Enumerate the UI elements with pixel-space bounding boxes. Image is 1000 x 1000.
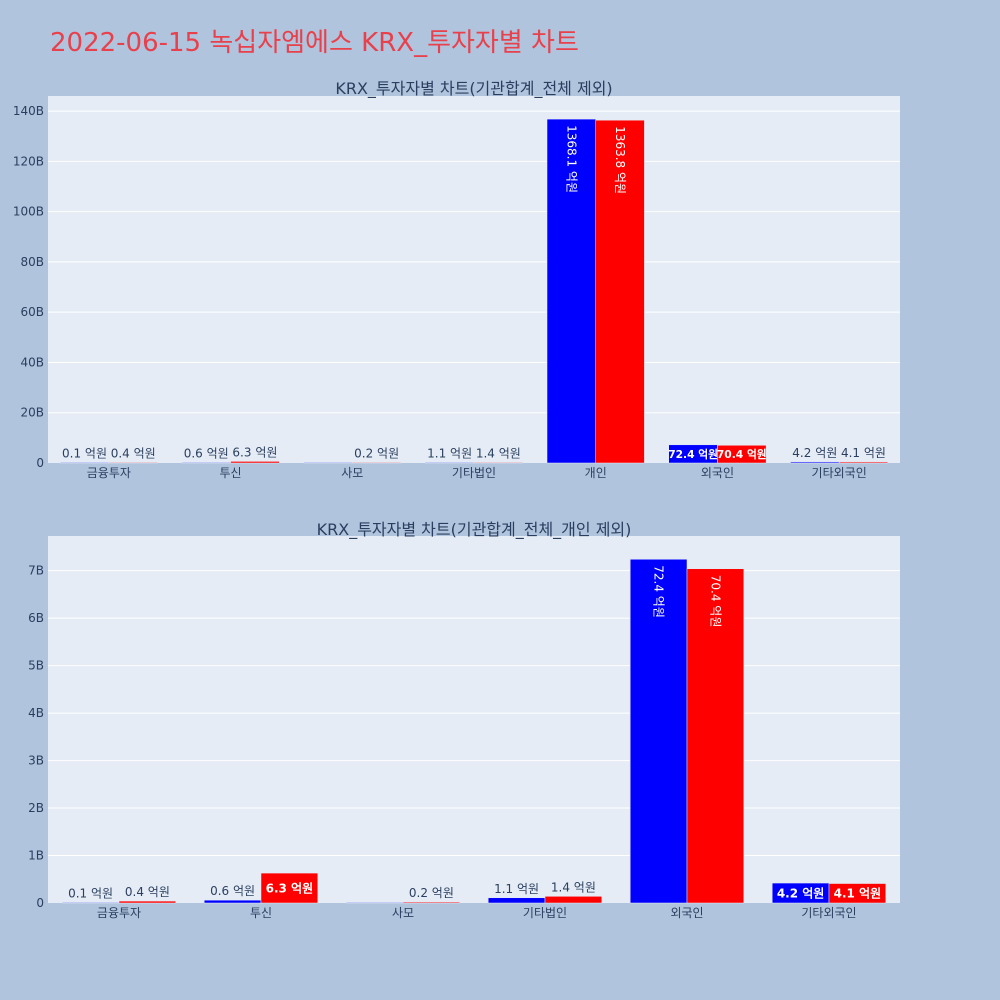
bar [487, 897, 546, 904]
data-label: 70.4 억원 [717, 448, 767, 461]
x-tick-label: 기타법인 [523, 906, 567, 920]
bar [345, 902, 404, 904]
y-tick-label: 5B [28, 659, 44, 673]
x-tick-label: 사모 [341, 466, 363, 480]
bar [118, 900, 177, 904]
x-tick-label: 사모 [392, 906, 414, 920]
bar [59, 462, 110, 464]
data-label: 4.1 억원 [841, 446, 886, 460]
x-tick-label: 외국인 [701, 466, 734, 480]
bar [717, 445, 767, 464]
bar [790, 461, 840, 464]
page-title: 2022-06-15 녹십자엠에스 KRX_투자자별 차트 [50, 28, 579, 58]
data-label: 4.2 억원 [777, 886, 825, 900]
chart-2: 0 1B 2B 3B 4B 5B 6B 7B KRX_투자자별 차트(기관합계_전체_개인 제외… [28, 520, 900, 920]
data-label: 0.1 억원 [62, 446, 107, 460]
bar [303, 462, 353, 464]
plot-area [48, 96, 900, 463]
chart-title: KRX_투자자별 차트(기관합계_전체 제외) [335, 79, 612, 99]
y-tick-label: 0 [36, 896, 44, 910]
y-tick-label: 7B [28, 564, 44, 578]
y-tick-label: 80B [20, 255, 44, 269]
data-label: 6.3 억원 [266, 881, 314, 895]
data-label: 0.2 억원 [409, 886, 454, 900]
bar [203, 899, 262, 904]
data-label: 1.4 억원 [551, 880, 596, 894]
data-label: 1.4 억원 [476, 446, 521, 460]
y-tick-label: 20B [20, 406, 44, 420]
x-tick-label: 투신 [250, 906, 272, 920]
bar [61, 902, 120, 904]
y-tick-label: 140B [13, 104, 44, 118]
chart-1: 0 20B 40B 60B 80B 100B 120B 140B KRX_투자자별 차트(기관합… [13, 79, 900, 480]
data-label: 0.6 억원 [210, 884, 255, 898]
x-tick-label: 투신 [220, 466, 242, 480]
y-tick-label: 2B [28, 801, 44, 815]
x-tick-label: 외국인 [670, 906, 703, 920]
y-tick-label: 0 [36, 456, 44, 470]
y-tick-label: 40B [20, 355, 44, 369]
data-label: 0.2 억원 [354, 446, 399, 460]
bar [425, 462, 475, 464]
data-label: 1.1 억원 [494, 882, 539, 896]
x-tick-label: 개인 [585, 466, 607, 480]
bar [838, 461, 889, 464]
bar [629, 559, 688, 904]
data-label: 0.6 억원 [184, 446, 229, 460]
bar [402, 901, 461, 904]
y-tick-label: 4B [28, 706, 44, 720]
data-label: 0.4 억원 [125, 885, 170, 899]
y-tick-label: 100B [13, 205, 44, 219]
bar [544, 896, 603, 904]
plot-area [48, 536, 900, 903]
bar [108, 462, 158, 464]
y-tick-label: 6B [28, 611, 44, 625]
x-tick-label: 기타외국인 [801, 906, 856, 920]
x-tick-label: 금융투자 [87, 466, 131, 480]
bar [352, 462, 402, 464]
data-label: 6.3 억원 [232, 445, 277, 459]
x-tick-label: 기타법인 [452, 466, 496, 480]
data-label: 4.1 억원 [834, 887, 882, 901]
bar [473, 462, 523, 464]
data-label: 70.4 억원 [708, 575, 722, 628]
data-label: 1363.8 억원 [613, 126, 627, 194]
data-label: 1368.1 억원 [564, 125, 578, 193]
y-tick-label: 3B [28, 754, 44, 768]
chart-title: KRX_투자자별 차트(기관합계_전체_개인 제외) [317, 520, 632, 540]
data-label: 72.4 억원 [652, 565, 666, 618]
data-label: 0.1 억원 [68, 886, 113, 900]
bar [230, 461, 280, 464]
y-tick-label: 1B [28, 849, 44, 863]
y-tick-label: 120B [13, 154, 44, 168]
bar [546, 118, 596, 464]
bar [595, 119, 645, 464]
x-tick-label: 기타외국인 [812, 466, 867, 480]
bar [686, 568, 745, 904]
bar [181, 462, 231, 464]
bar [828, 883, 887, 904]
data-label: 4.2 억원 [792, 446, 837, 460]
bar [260, 872, 319, 904]
x-tick-label: 금융투자 [97, 906, 141, 920]
data-label: 72.4 억원 [668, 448, 718, 461]
data-label: 1.1 억원 [427, 446, 472, 460]
y-tick-label: 60B [20, 305, 44, 319]
data-label: 0.4 억원 [111, 446, 156, 460]
